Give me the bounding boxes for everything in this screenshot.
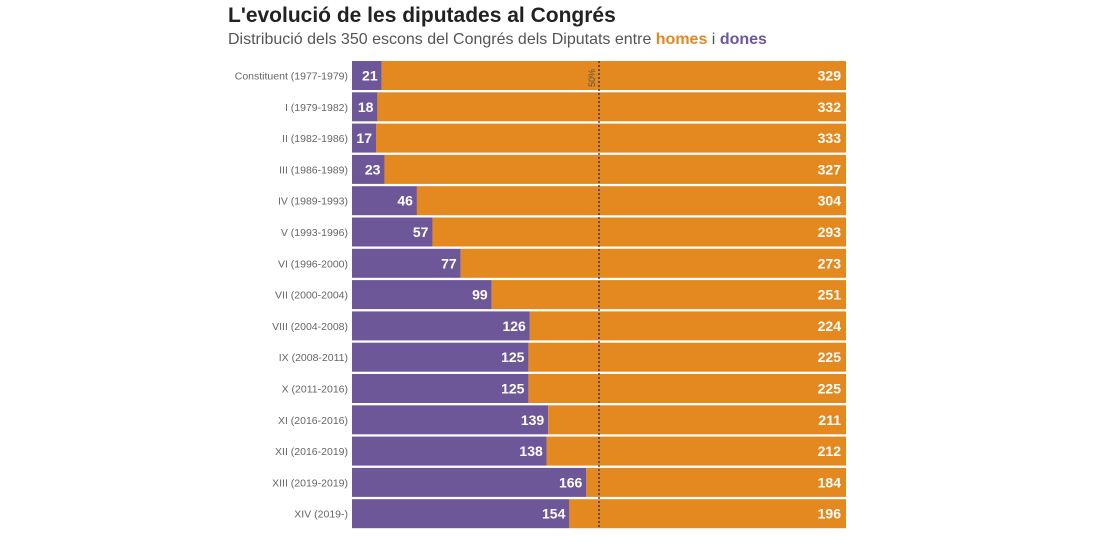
value-label-men: 273 — [818, 255, 842, 271]
subtitle-women-highlight: dones — [719, 31, 767, 48]
value-label-men: 211 — [818, 412, 841, 428]
value-label-women: 23 — [365, 161, 381, 177]
bar-men — [491, 280, 846, 310]
category-label: X (2011-2016) — [282, 384, 348, 396]
value-label-women: 138 — [519, 443, 543, 459]
subtitle-men-highlight: homes — [655, 31, 708, 48]
category-label: V (1993-1996) — [281, 227, 348, 239]
category-label: VIII (2004-2008) — [272, 321, 348, 333]
bar-men — [548, 405, 846, 435]
category-label: XI (2016-2016) — [278, 415, 348, 427]
category-label: IX (2008-2011) — [279, 352, 348, 364]
value-label-men: 327 — [818, 161, 842, 177]
value-label-women: 57 — [413, 224, 429, 240]
bar-women — [352, 248, 461, 278]
value-label-women: 46 — [397, 193, 413, 209]
subtitle-conj: i — [707, 31, 720, 48]
value-label-men: 196 — [818, 506, 842, 522]
value-label-women: 166 — [559, 474, 583, 490]
bar-men — [528, 374, 846, 403]
bar-women — [352, 436, 547, 466]
bar-men — [416, 186, 846, 216]
value-label-women: 125 — [501, 349, 525, 365]
bar-women — [352, 61, 382, 90]
bar-women — [352, 405, 549, 435]
bar-women — [352, 123, 376, 153]
value-label-men: 224 — [818, 318, 842, 334]
value-label-women: 125 — [501, 381, 525, 397]
chart-subtitle: Distribució dels 350 escons del Congrés … — [228, 31, 767, 49]
bar-women — [352, 92, 378, 122]
chart-title: L'evolució de les diputades al Congrés — [228, 4, 616, 27]
value-label-women: 77 — [441, 255, 457, 271]
category-label: VII (2000-2004) — [275, 290, 348, 302]
category-label: Constituent (1977-1979) — [235, 71, 348, 83]
bar-men — [381, 61, 846, 90]
bar-men — [529, 311, 846, 341]
bar-men — [528, 342, 846, 372]
bar-women — [352, 217, 433, 247]
subtitle-prefix: Distribució dels 350 escons del Congrés … — [228, 31, 656, 48]
category-label: III (1986-1989) — [279, 164, 348, 176]
value-label-women: 21 — [362, 68, 378, 84]
bar-women — [352, 280, 492, 310]
bar-men — [432, 217, 846, 247]
bar-men — [460, 248, 846, 278]
bar-men — [384, 154, 846, 184]
bar-women — [352, 186, 417, 216]
reference-line-label: 50% — [587, 69, 597, 87]
bar-women — [352, 499, 570, 529]
category-label: XIII (2019-2019) — [272, 477, 348, 489]
value-label-men: 225 — [818, 381, 842, 397]
category-label: XII (2016-2019) — [275, 446, 348, 458]
value-label-men: 332 — [818, 99, 842, 115]
value-label-women: 18 — [358, 99, 374, 115]
value-label-men: 251 — [818, 287, 842, 303]
value-label-women: 154 — [542, 506, 566, 522]
bar-women — [352, 467, 587, 497]
value-label-men: 333 — [818, 130, 842, 146]
value-label-women: 139 — [521, 412, 545, 428]
bar-men — [377, 92, 846, 122]
bar-women — [352, 154, 385, 184]
bar-women — [352, 374, 529, 403]
value-label-men: 329 — [818, 68, 842, 84]
value-label-men: 184 — [818, 474, 842, 490]
category-label: XIV (2019-) — [294, 509, 348, 521]
value-label-women: 99 — [472, 287, 488, 303]
value-label-men: 304 — [818, 193, 842, 209]
bar-men — [375, 123, 846, 153]
value-label-women: 126 — [502, 318, 526, 334]
value-label-women: 17 — [356, 130, 372, 146]
bar-men — [586, 467, 846, 497]
category-label: I (1979-1982) — [285, 102, 348, 114]
value-label-men: 293 — [818, 224, 842, 240]
value-label-men: 225 — [818, 349, 842, 365]
bar-men — [546, 436, 846, 466]
category-label: II (1982-1986) — [282, 133, 348, 145]
bar-women — [352, 311, 530, 341]
category-label: VI (1996-2000) — [278, 258, 348, 270]
bar-women — [352, 342, 529, 372]
category-label: IV (1989-1993) — [278, 196, 348, 208]
value-label-men: 212 — [818, 443, 842, 459]
bar-men — [569, 499, 846, 529]
